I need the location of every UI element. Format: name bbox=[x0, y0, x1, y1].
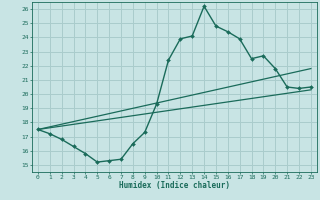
X-axis label: Humidex (Indice chaleur): Humidex (Indice chaleur) bbox=[119, 181, 230, 190]
